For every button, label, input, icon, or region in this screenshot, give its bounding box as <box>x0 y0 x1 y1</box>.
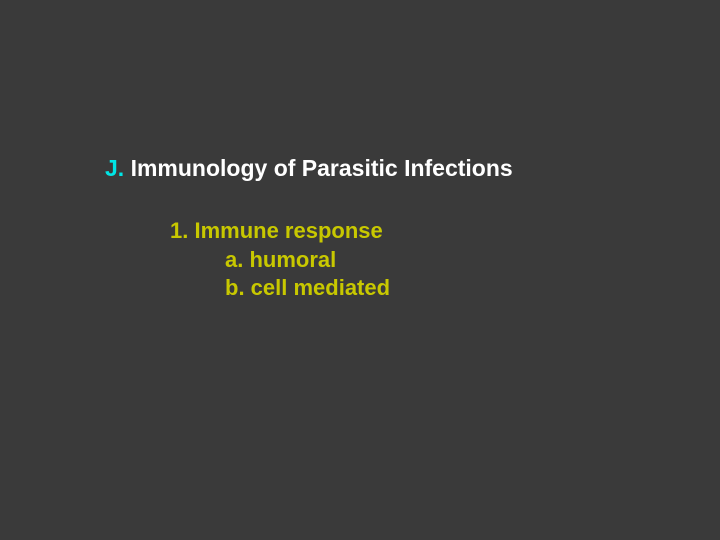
title-prefix: J. <box>105 155 124 181</box>
slide-title: J. Immunology of Parasitic Infections <box>105 155 513 182</box>
list-item-1b: b. cell mediated <box>225 274 513 303</box>
title-text: Immunology of Parasitic Infections <box>124 155 513 181</box>
list-item-1a: a. humoral <box>225 246 513 275</box>
slide-content: J. Immunology of Parasitic Infections 1.… <box>105 155 513 303</box>
content-block: 1. Immune response a. humoral b. cell me… <box>170 217 513 303</box>
list-item-1: 1. Immune response <box>170 217 513 246</box>
